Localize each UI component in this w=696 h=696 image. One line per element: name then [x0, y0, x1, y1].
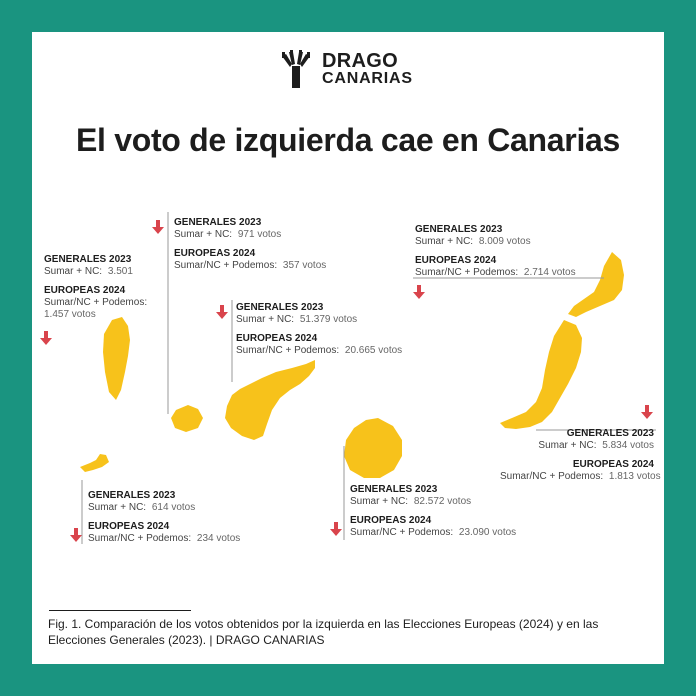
- europeas-key: Sumar/NC + Podemos:: [174, 260, 278, 271]
- brand-logo-text: DRAGO CANARIAS: [322, 50, 413, 87]
- island-la-palma: [103, 317, 130, 400]
- generales-heading: GENERALES 2023: [415, 224, 503, 235]
- europeas-key: Sumar/NC + Podemos:: [350, 527, 454, 538]
- island-tenerife: [225, 360, 315, 440]
- brand-line-1: DRAGO: [322, 50, 398, 72]
- europeas-heading: EUROPEAS 2024: [44, 285, 126, 296]
- europeas-key: Sumar/NC + Podemos:: [88, 533, 192, 544]
- europeas-key: Sumar/NC + Podemos:: [500, 471, 604, 482]
- generales-heading: GENERALES 2023: [44, 254, 132, 265]
- generales-value: 51.379 votos: [299, 314, 358, 325]
- label-la-gomera: GENERALES 2023 Sumar + NC: 971 votos EUR…: [174, 217, 326, 272]
- europeas-value: 23.090 votos: [458, 527, 517, 538]
- europeas-heading: EUROPEAS 2024: [350, 515, 432, 526]
- down-arrow-icon: [330, 522, 342, 536]
- figure-caption: Fig. 1. Comparación de los votos obtenid…: [48, 617, 599, 647]
- europeas-value: 1.813 votos: [608, 471, 661, 482]
- island-el-hierro: [80, 454, 109, 472]
- label-gran-canaria: GENERALES 2023 Sumar + NC: 82.572 votos …: [350, 484, 516, 539]
- label-tenerife: GENERALES 2023 Sumar + NC: 51.379 votos …: [236, 302, 402, 357]
- label-la-palma: GENERALES 2023 Sumar + NC: 3.501 EUROPEA…: [44, 254, 150, 321]
- europeas-key: Sumar/NC + Podemos:: [44, 297, 148, 308]
- generales-key: Sumar + NC:: [88, 502, 147, 513]
- generales-key: Sumar + NC:: [236, 314, 295, 325]
- europeas-heading: EUROPEAS 2024: [174, 248, 256, 259]
- brand-line-2: CANARIAS: [322, 70, 413, 87]
- europeas-value: 20.665 votos: [344, 345, 403, 356]
- generales-value: 3.501: [107, 266, 133, 277]
- europeas-key: Sumar/NC + Podemos:: [415, 267, 519, 278]
- europeas-value: 1.457 votos: [44, 309, 96, 320]
- island-lanzarote: [568, 252, 624, 317]
- europeas-key: Sumar/NC + Podemos:: [236, 345, 340, 356]
- generales-key: Sumar + NC:: [44, 266, 103, 277]
- label-el-hierro: GENERALES 2023 Sumar + NC: 614 votos EUR…: [88, 490, 240, 545]
- generales-heading: GENERALES 2023: [174, 217, 262, 228]
- generales-heading: GENERALES 2023: [566, 428, 654, 439]
- europeas-heading: EUROPEAS 2024: [572, 459, 654, 470]
- europeas-value: 2.714 votos: [523, 267, 576, 278]
- down-arrow-icon: [40, 331, 52, 345]
- down-arrow-icon: [641, 405, 653, 419]
- europeas-heading: EUROPEAS 2024: [88, 521, 170, 532]
- generales-heading: GENERALES 2023: [88, 490, 176, 501]
- europeas-value: 357 votos: [282, 260, 327, 271]
- island-la-gomera: [171, 405, 203, 432]
- europeas-value: 234 votos: [196, 533, 241, 544]
- island-gran-canaria: [344, 418, 402, 478]
- generales-value: 82.572 votos: [413, 496, 472, 507]
- generales-value: 614 votos: [151, 502, 196, 513]
- drago-tree-icon: [282, 50, 310, 88]
- generales-value: 971 votos: [237, 229, 282, 240]
- generales-value: 5.834 votos: [602, 440, 654, 451]
- europeas-heading: EUROPEAS 2024: [236, 333, 318, 344]
- generales-key: Sumar + NC:: [350, 496, 409, 507]
- down-arrow-icon: [70, 528, 82, 542]
- island-fuerteventura: [500, 320, 582, 429]
- generales-heading: GENERALES 2023: [236, 302, 324, 313]
- generales-key: Sumar + NC:: [538, 440, 597, 451]
- label-fuerteventura: GENERALES 2023 Sumar + NC: 5.834 votos E…: [500, 428, 661, 483]
- down-arrow-icon: [413, 285, 425, 299]
- down-arrow-icon: [152, 220, 164, 234]
- generales-value: 8.009 votos: [478, 236, 531, 247]
- generales-key: Sumar + NC:: [415, 236, 474, 247]
- generales-key: Sumar + NC:: [174, 229, 233, 240]
- caption-rule: [49, 610, 191, 611]
- europeas-heading: EUROPEAS 2024: [415, 255, 497, 266]
- page-title: El voto de izquierda cae en Canarias: [75, 122, 621, 158]
- generales-heading: GENERALES 2023: [350, 484, 438, 495]
- label-lanzarote: GENERALES 2023 Sumar + NC: 8.009 votos E…: [415, 224, 576, 279]
- down-arrow-icon: [216, 305, 228, 319]
